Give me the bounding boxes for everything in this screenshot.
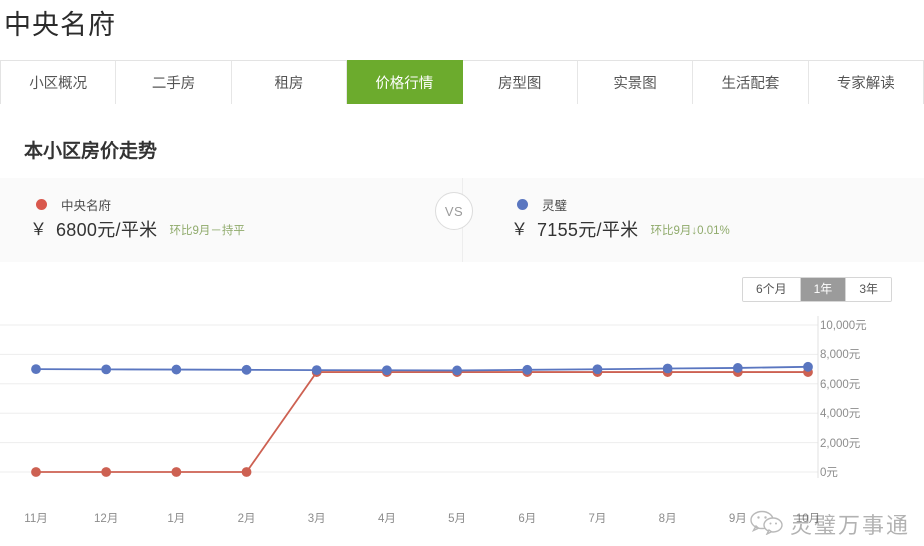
data-point[interactable] xyxy=(452,365,462,376)
price-trend-chart xyxy=(0,306,924,506)
city-name: 灵璧 xyxy=(542,199,568,213)
series-dot-city xyxy=(517,199,528,210)
x-axis-tick-label: 4月 xyxy=(377,513,396,525)
x-axis-tick-label: 7月 xyxy=(588,513,607,525)
y-axis-tick-label: 4,000元 xyxy=(820,408,861,421)
legend-row-city: 灵璧 xyxy=(517,195,567,214)
data-point[interactable] xyxy=(311,365,322,376)
data-point[interactable] xyxy=(592,364,603,375)
series-dot-community xyxy=(36,199,47,210)
legend-row-community: 中央名府 xyxy=(36,195,111,214)
tab-community-overview[interactable]: 小区概况 xyxy=(0,60,117,104)
data-point[interactable] xyxy=(101,467,112,477)
currency-symbol: ￥ xyxy=(30,220,47,239)
x-axis-tick-label: 5月 xyxy=(448,513,467,525)
x-axis-tick-label: 11月 xyxy=(24,513,48,525)
community-price-value: 6800元/平米 xyxy=(56,220,158,240)
x-axis-tick-label: 1月 xyxy=(167,513,186,525)
range-switch: 6个月 1年 3年 xyxy=(741,277,892,302)
community-price-row: ￥ 6800元/平米 环比9月－持平 xyxy=(30,218,245,242)
data-point[interactable] xyxy=(171,364,182,375)
compare-card-community: 中央名府 ￥ 6800元/平米 环比9月－持平 xyxy=(0,178,462,262)
wechat-icon xyxy=(750,509,784,540)
data-point[interactable] xyxy=(732,363,743,373)
tabbar: 小区概况 二手房 租房 价格行情 房型图 实景图 生活配套 专家解读 xyxy=(0,60,924,104)
page-title: 中央名府 xyxy=(4,10,116,40)
tab-amenities[interactable]: 生活配套 xyxy=(693,60,809,104)
data-point[interactable] xyxy=(31,467,41,477)
vs-badge: VS xyxy=(435,192,473,230)
data-point[interactable] xyxy=(662,363,673,374)
data-point[interactable] xyxy=(101,364,112,375)
range-btn-3years[interactable]: 3年 xyxy=(846,278,891,301)
y-axis-tick-label: 6,000元 xyxy=(820,378,861,391)
tab-secondhand[interactable]: 二手房 xyxy=(116,60,232,104)
watermark-text: 灵璧万事通 xyxy=(789,513,910,538)
x-axis-tick-label: 2月 xyxy=(237,513,256,525)
x-axis-tick-label: 8月 xyxy=(658,513,677,525)
community-price-delta: 环比9月－持平 xyxy=(169,225,245,237)
y-axis-tick-label: 10,000元 xyxy=(820,320,867,332)
city-price-row: ￥ 7155元/平米 环比9月↓0.01% xyxy=(511,218,730,242)
tab-floorplan[interactable]: 房型图 xyxy=(462,60,578,104)
data-point[interactable] xyxy=(382,365,392,376)
data-point[interactable] xyxy=(241,364,252,375)
x-axis-tick-label: 3月 xyxy=(307,513,326,525)
series-line-0 xyxy=(36,371,808,473)
y-axis-tick-label: 2,000元 xyxy=(820,437,861,450)
tab-photos[interactable]: 实景图 xyxy=(577,60,694,104)
data-point[interactable] xyxy=(31,364,41,374)
currency-symbol: ￥ xyxy=(511,220,528,239)
tab-rental[interactable]: 租房 xyxy=(231,60,348,104)
x-axis-tick-label: 6月 xyxy=(518,513,537,525)
data-point[interactable] xyxy=(803,361,813,372)
chart-canvas xyxy=(0,316,819,478)
compare-card-city: 灵璧 ￥ 7155元/平米 环比9月↓0.01% xyxy=(462,178,924,262)
y-axis-tick-label: 0元 xyxy=(820,467,838,479)
series-line-1 xyxy=(35,365,809,372)
data-point[interactable] xyxy=(241,467,252,477)
city-price-value: 7155元/平米 xyxy=(537,220,639,240)
price-compare-panel: 中央名府 ￥ 6800元/平米 环比9月－持平 灵璧 ￥ 7155元/平米 环比… xyxy=(0,178,924,262)
community-name: 中央名府 xyxy=(61,199,112,213)
y-axis-tick-label: 8,000元 xyxy=(820,349,861,362)
x-axis-labels: 11月 12月 1月 2月 3月 4月 5月 6月 7月 8月 9月 10月 xyxy=(0,510,924,536)
x-axis-tick-label: 9月 xyxy=(728,513,747,525)
range-btn-6months[interactable]: 6个月 xyxy=(742,278,801,301)
x-axis-tick-label: 10月 xyxy=(795,513,821,525)
x-axis-tick-label: 12月 xyxy=(94,513,119,525)
watermark: 灵璧万事通 xyxy=(750,508,910,540)
tab-price-trend[interactable]: 价格行情 xyxy=(347,60,463,104)
section-title: 本小区房价走势 xyxy=(24,141,158,162)
data-point[interactable] xyxy=(171,467,182,477)
tab-expert-analysis[interactable]: 专家解读 xyxy=(808,60,924,104)
city-price-delta: 环比9月↓0.01% xyxy=(650,225,730,237)
data-point[interactable] xyxy=(522,364,533,375)
y-axis-labels: 10,000元 8,000元 6,000元 4,000元 2,000元 0元 xyxy=(820,306,920,486)
range-btn-1year[interactable]: 1年 xyxy=(800,278,847,301)
